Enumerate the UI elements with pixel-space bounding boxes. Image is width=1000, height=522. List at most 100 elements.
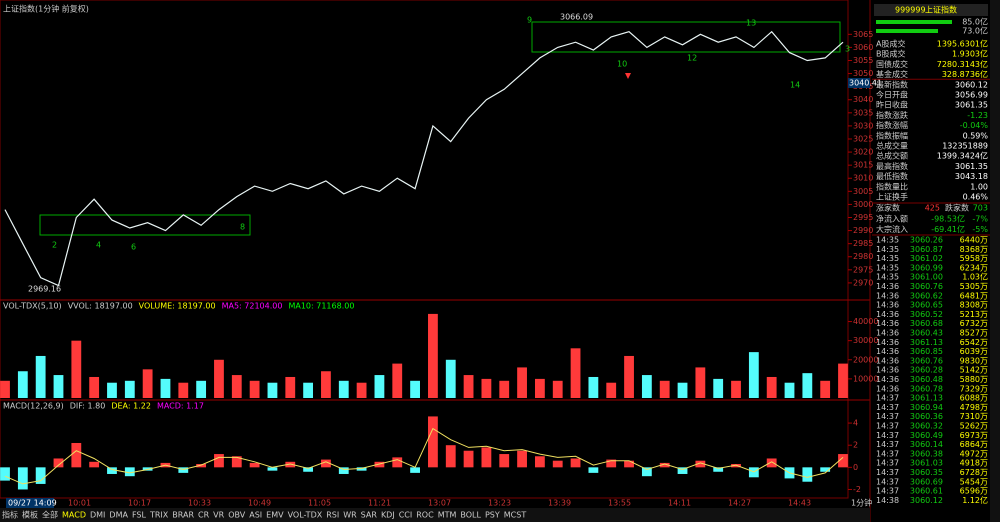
tab[interactable]: ROC: [416, 511, 434, 520]
tick-volume: 6732万: [960, 319, 988, 328]
panel-title: MACD: 1.17: [157, 402, 204, 411]
tick-time: 14:37: [876, 403, 899, 412]
tick-price: 3060.78: [910, 384, 943, 393]
tab[interactable]: KDJ: [381, 511, 395, 520]
stat-value: 7280.3143亿: [937, 59, 988, 69]
bar: [53, 458, 64, 468]
bar: [534, 378, 545, 398]
tick-volume: 6234万: [960, 263, 988, 272]
tick-volume: 4972万: [960, 449, 988, 458]
tab[interactable]: WR: [343, 511, 357, 520]
bar: [713, 378, 724, 398]
tab[interactable]: RSI: [326, 511, 339, 520]
tab[interactable]: EMV: [266, 511, 284, 520]
bar: [766, 458, 777, 468]
tick-volume: 8527万: [960, 329, 988, 338]
time-label: 09/27 14:09: [8, 499, 57, 508]
tab[interactable]: VR: [213, 511, 224, 520]
bar: [481, 447, 492, 468]
bar: [838, 454, 848, 468]
tick-price: 3061.03: [910, 459, 943, 468]
tab[interactable]: CR: [198, 511, 210, 520]
tab[interactable]: BRAR: [172, 511, 194, 520]
tab[interactable]: CCI: [399, 511, 413, 520]
tab[interactable]: MACD: [62, 511, 86, 520]
breadth: 跌家数: [945, 203, 969, 213]
tab[interactable]: BOLL: [460, 511, 481, 520]
tick-price: 3060.32: [910, 422, 943, 431]
breadth: 涨家数: [876, 203, 900, 213]
bar: [428, 416, 438, 468]
bar: [35, 467, 46, 484]
bar: [428, 313, 438, 398]
y-tick-label: -2: [853, 485, 861, 494]
tab[interactable]: VOL-TDX: [288, 511, 323, 520]
annotation: 4: [96, 241, 101, 250]
y-tick-label: 3005: [853, 187, 873, 196]
bar: [445, 445, 456, 468]
flow-pct: -7%: [972, 215, 988, 224]
tick-price: 3060.87: [910, 245, 943, 254]
tab[interactable]: ASI: [249, 511, 262, 520]
bar: [499, 454, 510, 468]
tick-time: 14:35: [876, 263, 899, 272]
tick-volume: 6481万: [960, 291, 988, 300]
tab[interactable]: DMI: [90, 511, 105, 520]
y-tick-label: 3015: [853, 161, 873, 170]
bar: [356, 382, 367, 398]
stat-value: 0.59%: [963, 131, 989, 140]
tab[interactable]: TRIX: [149, 511, 169, 520]
tick-time: 14:37: [876, 440, 899, 449]
tick-volume: 6596万: [960, 487, 988, 496]
tab[interactable]: SAR: [361, 511, 378, 520]
bar: [374, 461, 385, 468]
bar: [178, 382, 189, 398]
tick-time: 14:36: [876, 384, 899, 393]
tick-price: 3060.14: [910, 440, 943, 449]
tab[interactable]: MTM: [438, 511, 457, 520]
bar: [338, 380, 349, 398]
tab[interactable]: 全部: [42, 510, 58, 520]
bar: [588, 376, 599, 398]
bar: [410, 380, 420, 398]
time-label: 10:33: [188, 499, 211, 508]
tab[interactable]: OBV: [228, 511, 246, 520]
tick-price: 3060.12: [910, 496, 943, 505]
tick-time: 14:36: [876, 301, 899, 310]
stat-value: -0.04%: [960, 121, 989, 130]
quote-name: 上证指数: [925, 5, 957, 15]
bar: [303, 467, 314, 472]
tick-price: 3060.76: [910, 356, 943, 365]
tick-time: 14:36: [876, 366, 899, 375]
tab[interactable]: 指标: [2, 510, 18, 520]
stat-label: 指数涨跌: [876, 110, 908, 120]
tick-time: 14:36: [876, 282, 899, 291]
bar: [214, 359, 224, 398]
bar: [374, 375, 385, 398]
tick-time: 14:37: [876, 477, 899, 486]
tab[interactable]: DMA: [109, 511, 128, 520]
stat-value: 1.9303亿: [952, 49, 988, 59]
y-tick-label: 3040: [853, 95, 873, 104]
tick-volume: 8368万: [960, 245, 988, 254]
tab[interactable]: FSL: [132, 511, 147, 520]
tab[interactable]: MCST: [504, 511, 527, 520]
stat-value: 0.46%: [963, 193, 989, 202]
tick-volume: 6973万: [960, 431, 988, 440]
bar: [820, 467, 831, 472]
bar: [784, 382, 795, 398]
cursor-label: 3040.41: [849, 79, 882, 88]
y-tick-label: 3020: [853, 148, 873, 157]
bar: [570, 348, 581, 398]
tab[interactable]: PSY: [485, 511, 500, 520]
panel-title: VOLUME: 18197.00: [139, 302, 216, 311]
tick-time: 14:37: [876, 422, 899, 431]
bar: [160, 378, 171, 398]
tick-volume: 6728万: [960, 468, 988, 477]
tick-volume: 5142万: [960, 366, 988, 375]
tab[interactable]: 模板: [22, 510, 38, 520]
annotation: 13: [746, 19, 756, 28]
y-tick-label: 2980: [853, 252, 873, 261]
bar: [463, 375, 474, 398]
